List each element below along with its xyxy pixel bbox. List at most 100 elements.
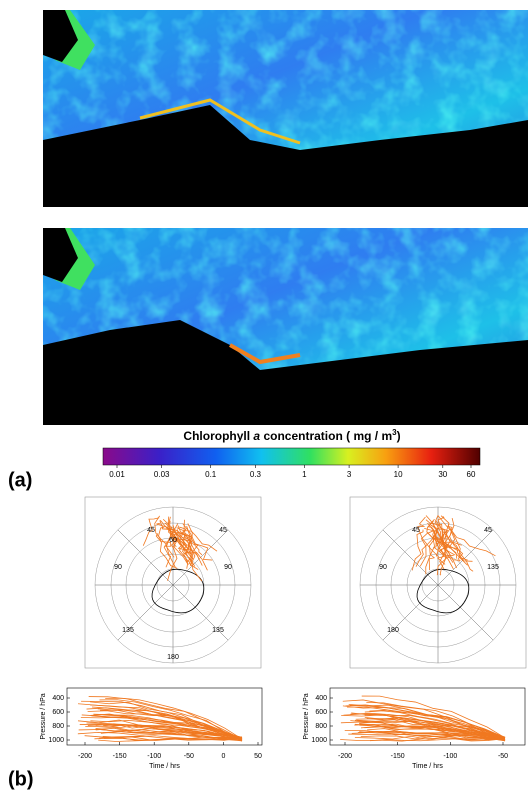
map-frame: [84, 496, 262, 669]
trajectory: [367, 728, 506, 740]
trajectory: [351, 712, 506, 741]
trajectory: [354, 735, 506, 741]
trajectory: [78, 729, 243, 739]
map-label: 90: [379, 564, 387, 571]
y-tick-label: 600: [315, 709, 327, 716]
y-axis-label: Pressure / hPa: [40, 693, 47, 739]
x-axis-label: Time / hrs: [412, 763, 443, 770]
x-tick-label: -150: [391, 753, 405, 760]
map-label: 135: [122, 627, 134, 634]
map-label: 45: [219, 527, 227, 534]
coastline: [416, 568, 470, 614]
x-tick-label: 50: [254, 753, 262, 760]
meridian: [117, 529, 229, 641]
map-label: 90: [224, 564, 232, 571]
trajectory: [88, 696, 243, 740]
x-tick-label: -200: [338, 753, 352, 760]
coastline: [151, 568, 205, 614]
plot-frame: [329, 687, 526, 746]
colorbar-tick-label: 0.01: [109, 470, 125, 479]
trajectory: [359, 730, 506, 742]
colorbar-tick-label: 60: [467, 470, 476, 479]
colorbar-tick-label: 3: [347, 470, 352, 479]
map-label: 45: [412, 527, 420, 534]
trajectory: [160, 519, 179, 548]
satellite-image: [43, 228, 528, 425]
map-label: 135: [487, 564, 499, 571]
trajectory: [448, 529, 473, 562]
trajectory: [87, 724, 243, 739]
y-tick-label: 400: [52, 695, 64, 702]
trajectory: [158, 526, 172, 547]
trajectory: [415, 530, 436, 567]
panel-label: (a): [8, 469, 32, 491]
satellite-image: [43, 10, 528, 207]
map-label: 180: [167, 654, 179, 661]
map-label: 180: [387, 627, 399, 634]
trajectory: [179, 526, 190, 551]
trajectory: [77, 731, 243, 740]
y-tick-label: 600: [52, 709, 64, 716]
trajectory: [419, 527, 435, 567]
map-label: 45: [484, 527, 492, 534]
trajectory: [81, 700, 243, 740]
y-tick-label: 400: [315, 695, 327, 702]
trajectory: [411, 529, 424, 571]
trajectory: [81, 714, 243, 739]
x-tick-label: -50: [498, 753, 508, 760]
y-tick-label: 800: [315, 723, 327, 730]
trajectory: [95, 723, 243, 740]
trajectory: [427, 526, 451, 549]
trajectory: [182, 523, 213, 561]
map-label: 60: [169, 537, 177, 544]
x-tick-label: 0: [221, 753, 225, 760]
trajectory: [176, 527, 218, 552]
trajectory: [354, 723, 506, 739]
x-tick-label: -50: [184, 753, 194, 760]
trajectory: [176, 529, 203, 556]
x-tick-label: -100: [443, 753, 457, 760]
y-tick-label: 800: [52, 723, 64, 730]
trajectory: [98, 736, 243, 742]
map-label: 135: [212, 627, 224, 634]
x-axis-label: Time / hrs: [149, 763, 180, 770]
trajectory: [361, 695, 506, 739]
trajectory: [364, 710, 506, 739]
map-label: 45: [147, 527, 155, 534]
colorbar-tick-label: 0.1: [205, 470, 217, 479]
trajectory: [366, 718, 506, 742]
x-tick-label: -200: [78, 753, 92, 760]
trajectory: [434, 515, 458, 559]
trajectory: [186, 525, 199, 563]
x-tick-label: -150: [113, 753, 127, 760]
map-label: 90: [114, 564, 122, 571]
trajectory: [162, 518, 185, 547]
colorbar-tick-label: 0.3: [250, 470, 262, 479]
trajectory: [342, 705, 506, 738]
trajectory: [155, 533, 178, 569]
colorbar-tick-label: 10: [394, 470, 403, 479]
trajectory: [105, 697, 243, 740]
trajectory: [447, 525, 496, 557]
trajectory: [442, 531, 474, 572]
trajectory: [439, 531, 451, 576]
trajectory: [154, 515, 176, 568]
colorbar-title: Chlorophyll a concentration ( mg / m3): [183, 428, 400, 443]
trajectory: [80, 716, 243, 740]
trajectory: [142, 517, 160, 546]
trajectory: [435, 519, 446, 570]
trajectory: [99, 736, 243, 741]
colorbar: [102, 447, 481, 466]
trajectory: [167, 516, 188, 569]
y-axis-label: Pressure / hPa: [303, 693, 310, 739]
trajectory: [91, 715, 243, 740]
y-tick-label: 1000: [311, 737, 327, 744]
trajectory: [429, 518, 454, 563]
plot-frame: [66, 687, 263, 746]
x-tick-label: -100: [147, 753, 161, 760]
y-tick-label: 1000: [48, 737, 64, 744]
trajectory: [449, 517, 464, 562]
meridian: [382, 529, 494, 641]
trajectory: [348, 733, 506, 742]
trajectory: [364, 726, 506, 741]
